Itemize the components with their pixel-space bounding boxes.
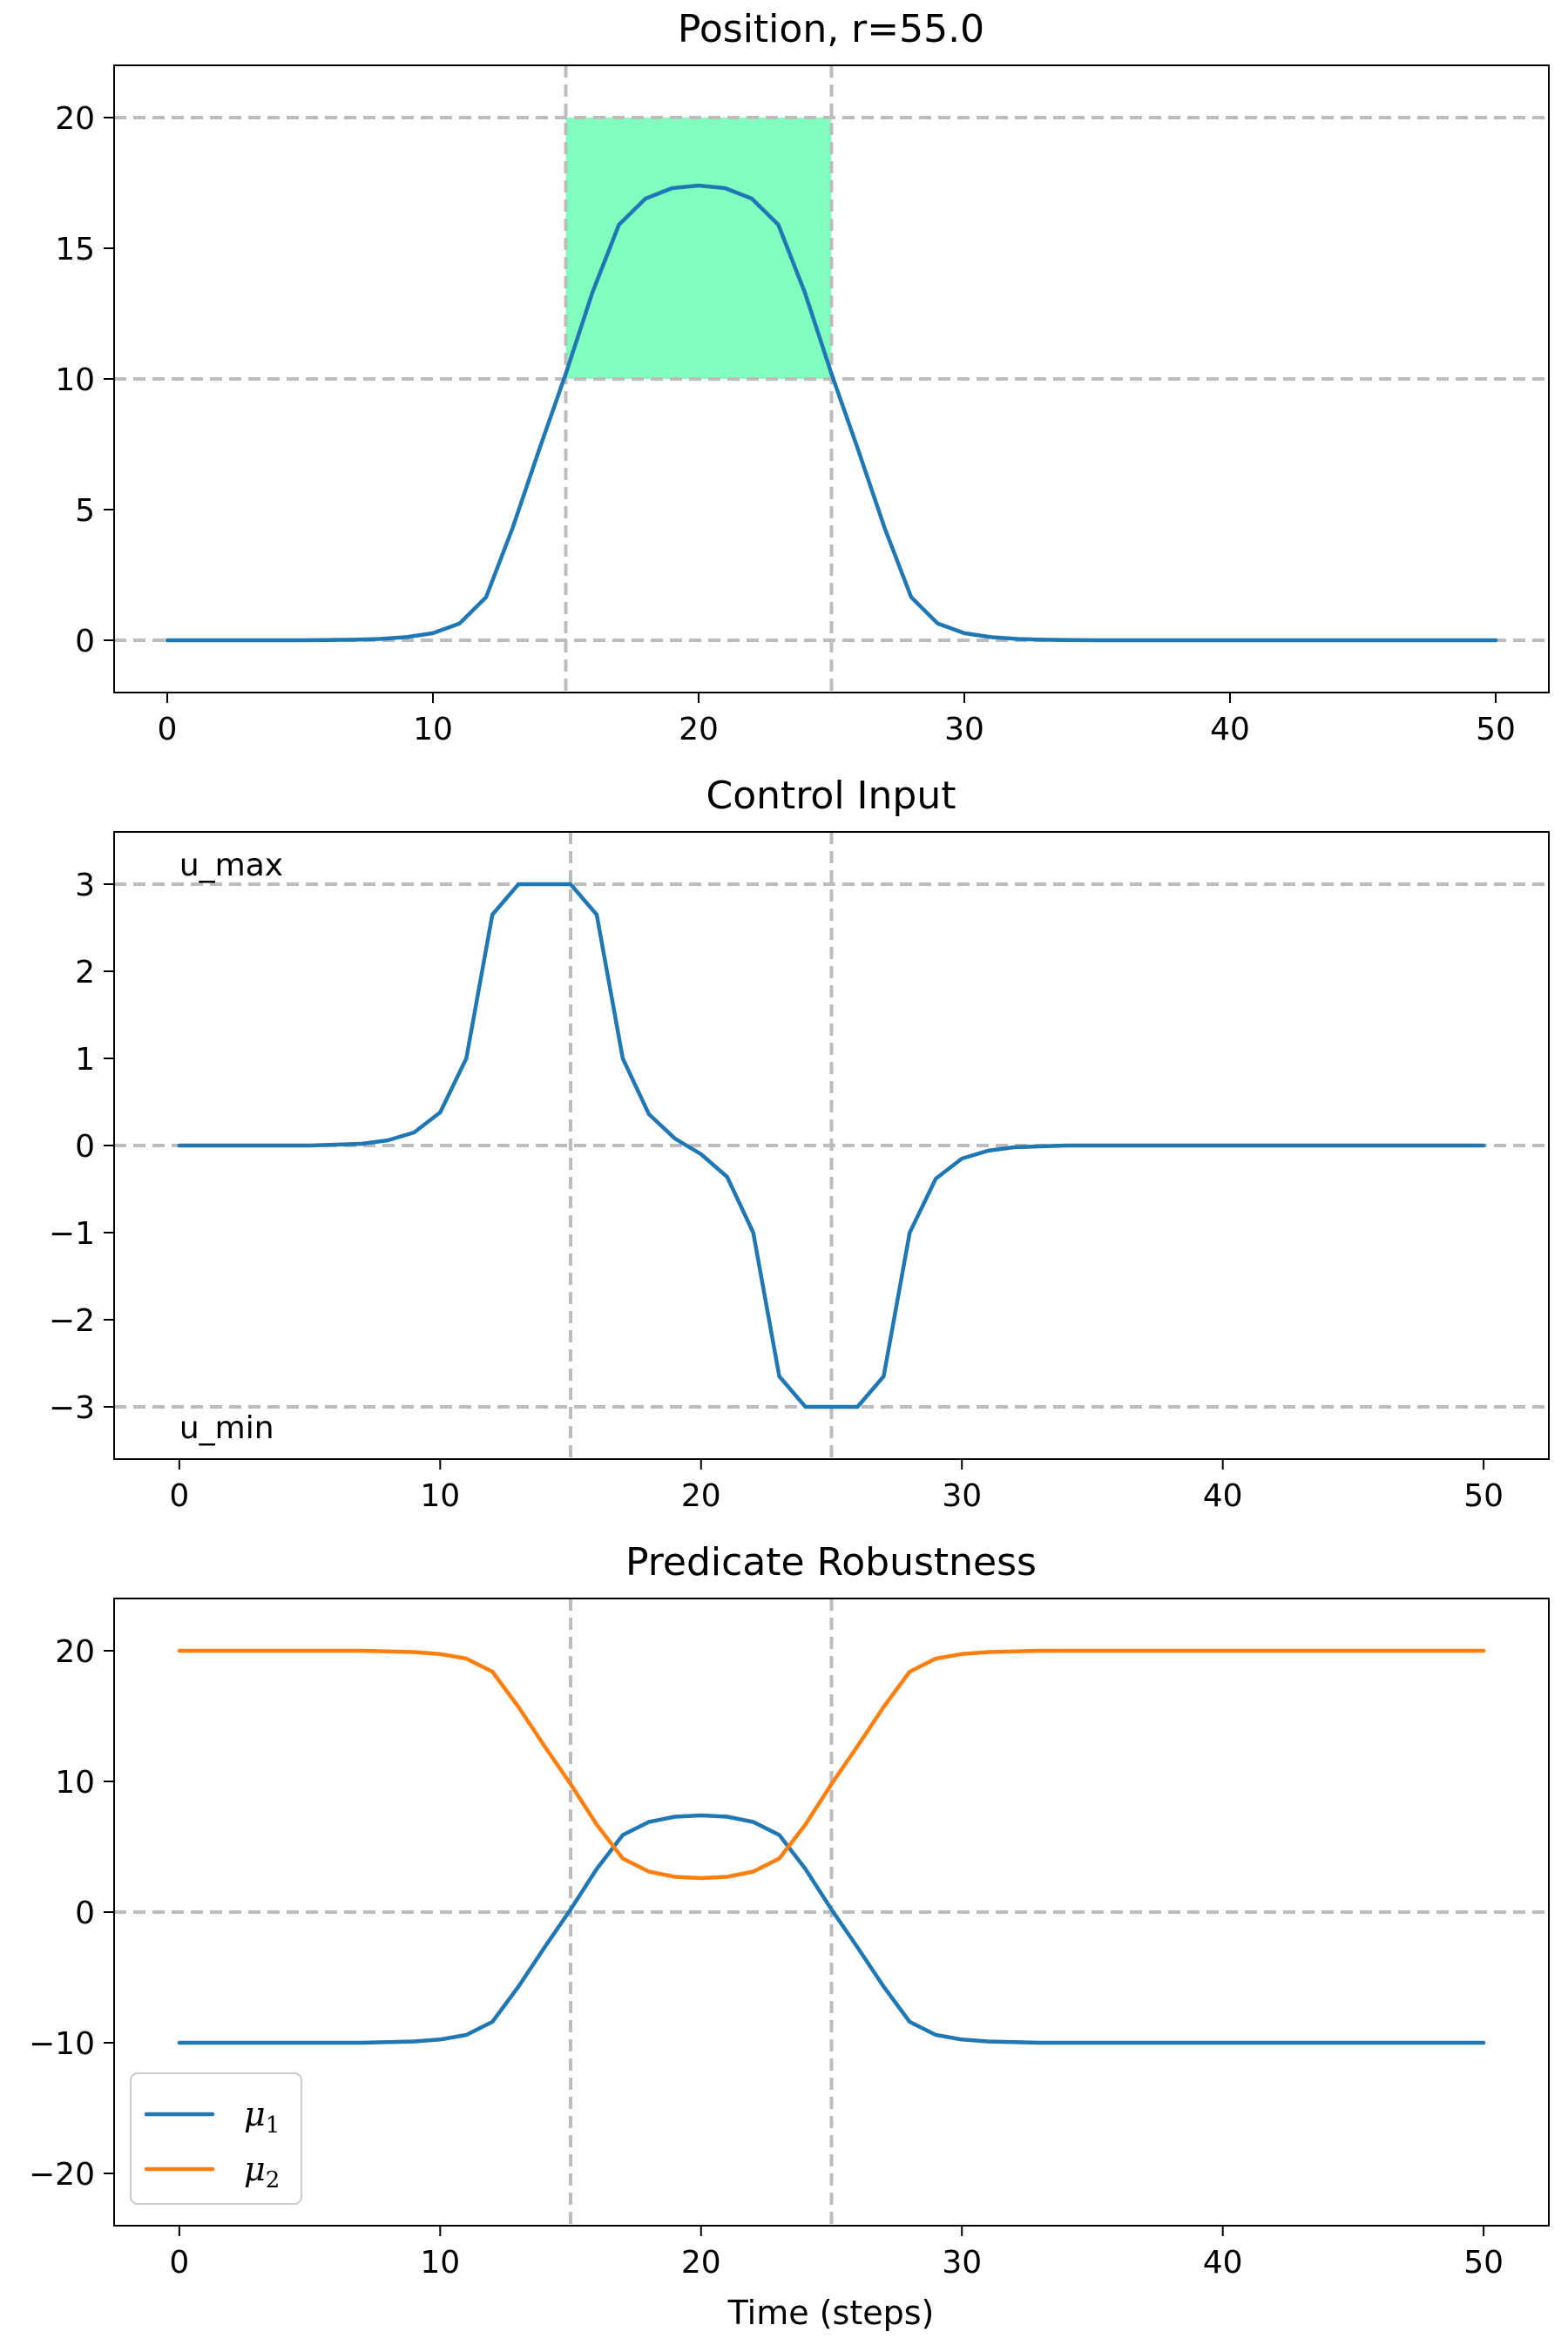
y-tick-label: 1: [75, 1042, 95, 1078]
predicate-robustness-chart: Predicate Robustness 0 10 20 30 40 50 −20 −10 0 1…: [29, 1540, 1550, 2332]
y-tick-label: 5: [75, 493, 95, 529]
legend-label-mu1: μ1: [244, 2095, 280, 2139]
x-tick-label: 20: [681, 1478, 721, 1514]
x-axis-label: Time (steps): [727, 2294, 935, 2332]
x-tick-label: 10: [413, 712, 453, 747]
y-tick-label: 0: [75, 624, 95, 659]
y-tick-label: −20: [29, 2157, 95, 2193]
position-chart: Position, r=55.0 0 10 20 30 40 50 0 5 10 15 20: [55, 7, 1550, 747]
legend-label-mu2-sub: 2: [266, 2167, 280, 2193]
y-tick-label: −1: [49, 1216, 95, 1252]
series-line-1: [177, 882, 1486, 1409]
x-tick-label: 50: [1463, 2245, 1504, 2281]
legend-label-mu1-sub: 1: [266, 2112, 280, 2139]
x-tick-label: 50: [1463, 1478, 1504, 1514]
series-line-2: [177, 1648, 1486, 1881]
legend-box: [130, 2072, 302, 2205]
y-tick-label: 15: [55, 232, 95, 267]
position-chart-title: Position, r=55.0: [678, 7, 984, 51]
x-tick-label: 50: [1476, 712, 1516, 747]
legend: μ1 μ2: [130, 2072, 302, 2205]
series-line-1: [177, 1813, 1486, 2045]
x-tick-label: 40: [1203, 2245, 1243, 2281]
y-tick-label: 3: [75, 868, 95, 903]
x-tick-label: 20: [681, 2245, 721, 2281]
series-line-1: [165, 183, 1498, 643]
y-tick-label: −10: [29, 2026, 95, 2062]
legend-label-mu1-name: μ: [244, 2095, 266, 2133]
y-tick-label: 20: [55, 101, 95, 137]
y-tick-label: 10: [55, 362, 95, 398]
x-tick-label: 20: [679, 712, 719, 747]
y-tick-label: 2: [75, 955, 95, 990]
x-tick-label: 40: [1210, 712, 1250, 747]
annotation-u-max: u_max: [179, 848, 283, 883]
y-tick-label: 0: [75, 1129, 95, 1165]
target-region: [565, 118, 832, 379]
x-tick-label: 0: [169, 2245, 189, 2281]
x-tick-label: 30: [944, 712, 984, 747]
y-tick-label: 10: [55, 1765, 95, 1801]
x-tick-label: 40: [1203, 1478, 1243, 1514]
y-tick-label: −3: [49, 1390, 95, 1426]
x-tick-label: 10: [420, 2245, 460, 2281]
y-tick-label: −2: [49, 1303, 95, 1339]
x-tick-label: 30: [942, 2245, 982, 2281]
annotation-u-min: u_min: [179, 1410, 274, 1446]
y-tick-label: 20: [55, 1634, 95, 1670]
x-tick-label: 0: [169, 1478, 189, 1514]
y-tick-label: 0: [75, 1896, 95, 1931]
x-tick-label: 10: [420, 1478, 460, 1514]
legend-label-mu2: μ2: [244, 2150, 280, 2193]
x-tick-label: 0: [158, 712, 178, 747]
control-input-chart-title: Control Input: [706, 774, 956, 818]
legend-label-mu2-name: μ: [244, 2150, 266, 2188]
x-tick-label: 30: [942, 1478, 982, 1514]
predicate-robustness-chart-title: Predicate Robustness: [625, 1540, 1037, 1585]
